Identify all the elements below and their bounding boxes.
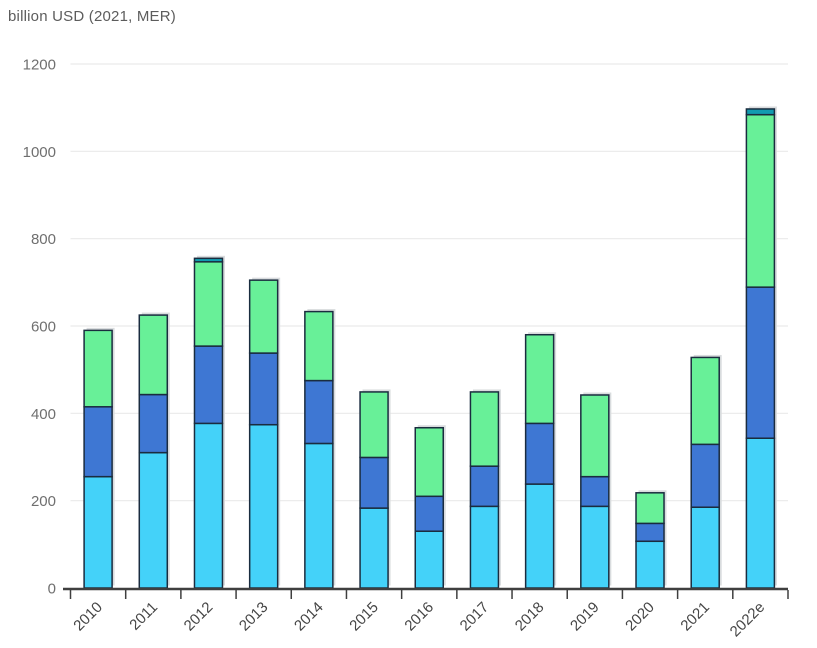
- bar-segment-blue-middle-2017[interactable]: [469, 465, 500, 508]
- bar-segment-light-blue-bottom-2022e[interactable]: [745, 437, 776, 589]
- bar-segment-teal-cap-2012[interactable]: [193, 257, 224, 263]
- bar-segment-light-blue-bottom-2012[interactable]: [193, 422, 224, 589]
- x-axis-label-2015: 2015: [346, 599, 382, 635]
- bar-segment-blue-middle-2019[interactable]: [580, 475, 610, 508]
- bar-2012: [193, 255, 225, 589]
- bar-segment-green-top-2010[interactable]: [83, 329, 113, 408]
- x-axis-label-2020: 2020: [622, 599, 658, 635]
- y-axis-label-0: 0: [48, 581, 56, 598]
- x-axis-label-2012: 2012: [181, 599, 217, 635]
- x-axis-label-2016: 2016: [401, 599, 437, 635]
- bar-segment-blue-middle-2018[interactable]: [524, 422, 555, 485]
- bar-2018: [524, 332, 557, 589]
- bar-segment-light-blue-bottom-2018[interactable]: [524, 483, 555, 589]
- bar-segment-blue-middle-2022e[interactable]: [745, 286, 776, 439]
- bar-segment-green-top-2021[interactable]: [690, 356, 720, 446]
- bar-segment-green-top-2020[interactable]: [635, 492, 665, 525]
- bar-2013: [248, 277, 281, 589]
- bar-2021: [690, 354, 722, 589]
- bar-segment-teal-cap-2022e[interactable]: [745, 108, 776, 116]
- y-axis-label-1000: 1000: [23, 144, 56, 161]
- x-axis-label-2022e: 2022e: [727, 599, 769, 641]
- bar-segment-green-top-2017[interactable]: [469, 391, 500, 467]
- bar-segment-green-top-2019[interactable]: [580, 394, 610, 478]
- bar-segment-light-blue-bottom-2011[interactable]: [138, 451, 169, 589]
- bar-segment-blue-middle-2016[interactable]: [414, 495, 444, 532]
- bar-2016: [414, 425, 446, 589]
- x-axis-label-2017: 2017: [457, 599, 493, 635]
- y-axis-label-600: 600: [31, 319, 56, 336]
- bar-segment-light-blue-bottom-2016[interactable]: [414, 530, 444, 589]
- x-axis-label-2011: 2011: [126, 599, 161, 634]
- x-axis-label-2013: 2013: [236, 599, 272, 635]
- bar-segment-blue-middle-2011[interactable]: [138, 393, 169, 454]
- bar-segment-blue-middle-2021[interactable]: [690, 443, 720, 508]
- bar-2020: [635, 490, 667, 589]
- bar-2011: [138, 312, 170, 589]
- y-axis-label-400: 400: [31, 406, 56, 423]
- bar-2017: [469, 389, 501, 589]
- bar-segment-blue-middle-2010[interactable]: [83, 406, 113, 478]
- bar-segment-green-top-2016[interactable]: [414, 426, 444, 498]
- chart-title: billion USD (2021, MER): [8, 8, 176, 25]
- bar-segment-light-blue-bottom-2013[interactable]: [248, 423, 279, 589]
- bar-segment-light-blue-bottom-2015[interactable]: [359, 507, 389, 589]
- bar-segment-blue-middle-2020[interactable]: [635, 522, 665, 543]
- y-axis-label-800: 800: [31, 231, 56, 248]
- x-axis-label-2018: 2018: [512, 599, 548, 635]
- bar-segment-green-top-2012[interactable]: [193, 261, 224, 347]
- bar-2010: [83, 327, 115, 589]
- bar-2015: [359, 389, 391, 589]
- bar-segment-blue-middle-2012[interactable]: [193, 345, 224, 425]
- bar-2022e: [745, 106, 777, 589]
- bar-2014: [304, 309, 336, 589]
- x-axis-label-2014: 2014: [291, 599, 327, 635]
- x-axis-label-2010: 2010: [70, 599, 106, 635]
- bar-segment-blue-middle-2014[interactable]: [304, 379, 334, 445]
- bar-segment-green-top-2013[interactable]: [248, 279, 279, 354]
- x-axis-label-2021: 2021: [677, 599, 713, 635]
- bar-segment-light-blue-bottom-2010[interactable]: [83, 475, 113, 589]
- bar-2019: [580, 392, 612, 589]
- bar-segment-green-top-2011[interactable]: [138, 314, 169, 396]
- y-axis-label-200: 200: [31, 493, 56, 510]
- bar-segment-light-blue-bottom-2017[interactable]: [469, 505, 500, 589]
- bar-segment-light-blue-bottom-2014[interactable]: [304, 442, 334, 589]
- x-axis-label-2019: 2019: [567, 599, 603, 635]
- bar-segment-green-top-2018[interactable]: [524, 333, 555, 425]
- bar-segment-green-top-2014[interactable]: [304, 310, 334, 382]
- bar-segment-green-top-2015[interactable]: [359, 391, 389, 459]
- y-axis-label-1200: 1200: [23, 57, 56, 74]
- bar-segment-light-blue-bottom-2019[interactable]: [580, 505, 610, 589]
- bar-segment-light-blue-bottom-2021[interactable]: [690, 506, 720, 589]
- bar-segment-blue-middle-2015[interactable]: [359, 456, 389, 509]
- bar-segment-blue-middle-2013[interactable]: [248, 352, 279, 426]
- bar-segment-green-top-2022e[interactable]: [745, 113, 776, 288]
- bar-segment-light-blue-bottom-2020[interactable]: [635, 540, 665, 589]
